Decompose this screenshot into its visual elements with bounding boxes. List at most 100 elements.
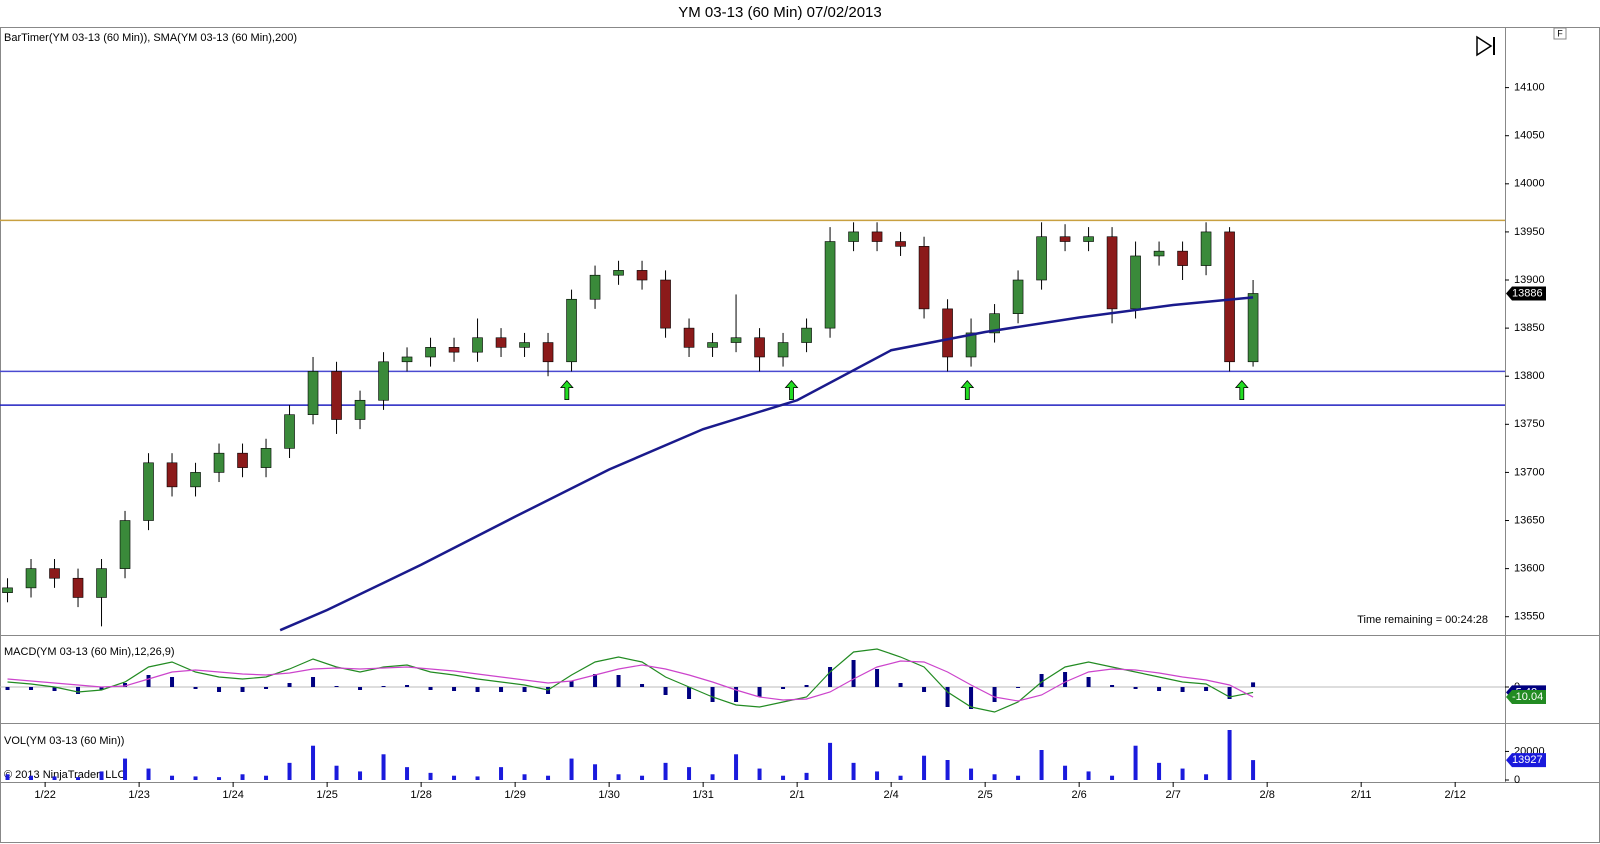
y-tick-label: 0 xyxy=(1514,774,1520,786)
candle xyxy=(519,332,530,357)
candle-body xyxy=(1059,236,1071,242)
histogram-bar xyxy=(5,687,10,690)
candle-body xyxy=(1177,250,1188,266)
candle-body xyxy=(495,337,507,348)
histogram-bar xyxy=(522,687,527,692)
x-tick-label: 2/1 xyxy=(790,789,805,801)
histogram-bar xyxy=(757,687,762,697)
candle-body xyxy=(2,587,13,593)
volume-bar xyxy=(452,775,457,780)
candle-body xyxy=(683,327,695,348)
candle-body xyxy=(636,270,648,281)
y-tick-label: 13650 xyxy=(1514,514,1545,526)
candle xyxy=(801,318,812,353)
candle xyxy=(777,332,789,367)
y-tick-label: 14100 xyxy=(1514,82,1545,94)
candle xyxy=(143,453,154,531)
candle xyxy=(636,260,648,290)
histogram-bar xyxy=(499,687,504,692)
candle-body xyxy=(542,342,554,363)
histogram-bar xyxy=(992,687,997,702)
histogram-bar xyxy=(616,675,621,687)
volume-bar xyxy=(569,758,574,780)
histogram-bar xyxy=(898,683,903,687)
candle xyxy=(895,231,906,256)
volume-bar xyxy=(945,760,950,780)
candle xyxy=(49,559,60,588)
volume-bar xyxy=(922,755,927,780)
candle-body xyxy=(260,448,272,468)
histogram-bar xyxy=(663,687,668,695)
histogram-bar xyxy=(851,660,856,687)
histogram-bar xyxy=(593,674,598,687)
indicator-line xyxy=(7,648,1254,713)
x-tick-label: 1/22 xyxy=(34,789,55,801)
candle xyxy=(1177,241,1188,281)
copyright: © 2013 NinjaTrader, LLC xyxy=(4,769,125,781)
x-tick-label: 1/30 xyxy=(598,789,619,801)
histogram-bar xyxy=(828,667,833,687)
candle xyxy=(448,337,460,362)
candle-body xyxy=(613,270,624,276)
candle-body xyxy=(143,462,154,521)
candle xyxy=(848,222,859,252)
candle xyxy=(1083,227,1094,252)
histogram-bar xyxy=(1086,677,1091,687)
last-value-label: -10.04 xyxy=(1512,691,1543,703)
candle-body xyxy=(824,241,836,329)
candle-body xyxy=(566,298,577,363)
candle xyxy=(96,559,107,627)
x-tick-label: 2/7 xyxy=(1166,789,1181,801)
histogram-bar xyxy=(475,687,480,692)
volume-bar xyxy=(875,771,880,780)
candle xyxy=(354,390,366,430)
last-value-box xyxy=(1506,286,1546,301)
candle-body xyxy=(401,356,413,363)
volume-bar xyxy=(428,772,433,780)
candle xyxy=(1130,241,1141,319)
histogram-bar xyxy=(945,687,950,707)
histogram-bar xyxy=(240,687,245,692)
volume-bar xyxy=(546,775,551,780)
candle-body xyxy=(378,361,389,401)
volume-label: VOL(YM 03-13 (60 Min)) xyxy=(4,735,124,747)
last-value-box xyxy=(1506,753,1546,768)
x-tick-label: 2/11 xyxy=(1351,789,1372,801)
candle xyxy=(754,328,765,372)
volume-bar xyxy=(663,762,668,780)
corner-label: F xyxy=(1557,28,1563,38)
volume-bar xyxy=(5,774,10,780)
candle-body xyxy=(166,462,178,488)
volume-bar xyxy=(992,774,997,780)
volume-bar xyxy=(499,767,504,780)
y-tick-label: 14050 xyxy=(1514,130,1545,142)
signal-arrow xyxy=(559,380,574,401)
corner-button[interactable] xyxy=(1553,27,1567,40)
candle xyxy=(683,318,695,357)
volume-bar xyxy=(1227,730,1232,780)
histogram-bar xyxy=(1133,687,1138,689)
candle xyxy=(566,289,577,372)
x-tick-label: 2/8 xyxy=(1260,789,1275,801)
y-tick-label: 13950 xyxy=(1514,226,1545,238)
volume-bar xyxy=(29,775,34,780)
scroll-end-button[interactable] xyxy=(1476,35,1495,57)
last-value-label: 13886 xyxy=(1512,287,1543,299)
candle xyxy=(1059,224,1071,252)
volume-bar xyxy=(1251,760,1256,780)
candle xyxy=(542,332,554,377)
histogram-bar xyxy=(76,687,81,694)
volume-bar xyxy=(240,774,245,780)
candle-body xyxy=(754,337,765,358)
bar-timer: Time remaining = 00:24:28 xyxy=(1357,614,1488,626)
candle-body xyxy=(989,313,1000,334)
candle xyxy=(1106,227,1118,324)
candle xyxy=(284,405,295,458)
volume-bar xyxy=(522,774,527,780)
y-tick-label: 13850 xyxy=(1514,322,1545,334)
x-tick-label: 2/4 xyxy=(884,789,899,801)
histogram-bar xyxy=(569,681,574,687)
histogram-bar xyxy=(193,687,198,689)
histogram-bar xyxy=(29,687,34,690)
histogram-bar xyxy=(922,687,927,692)
